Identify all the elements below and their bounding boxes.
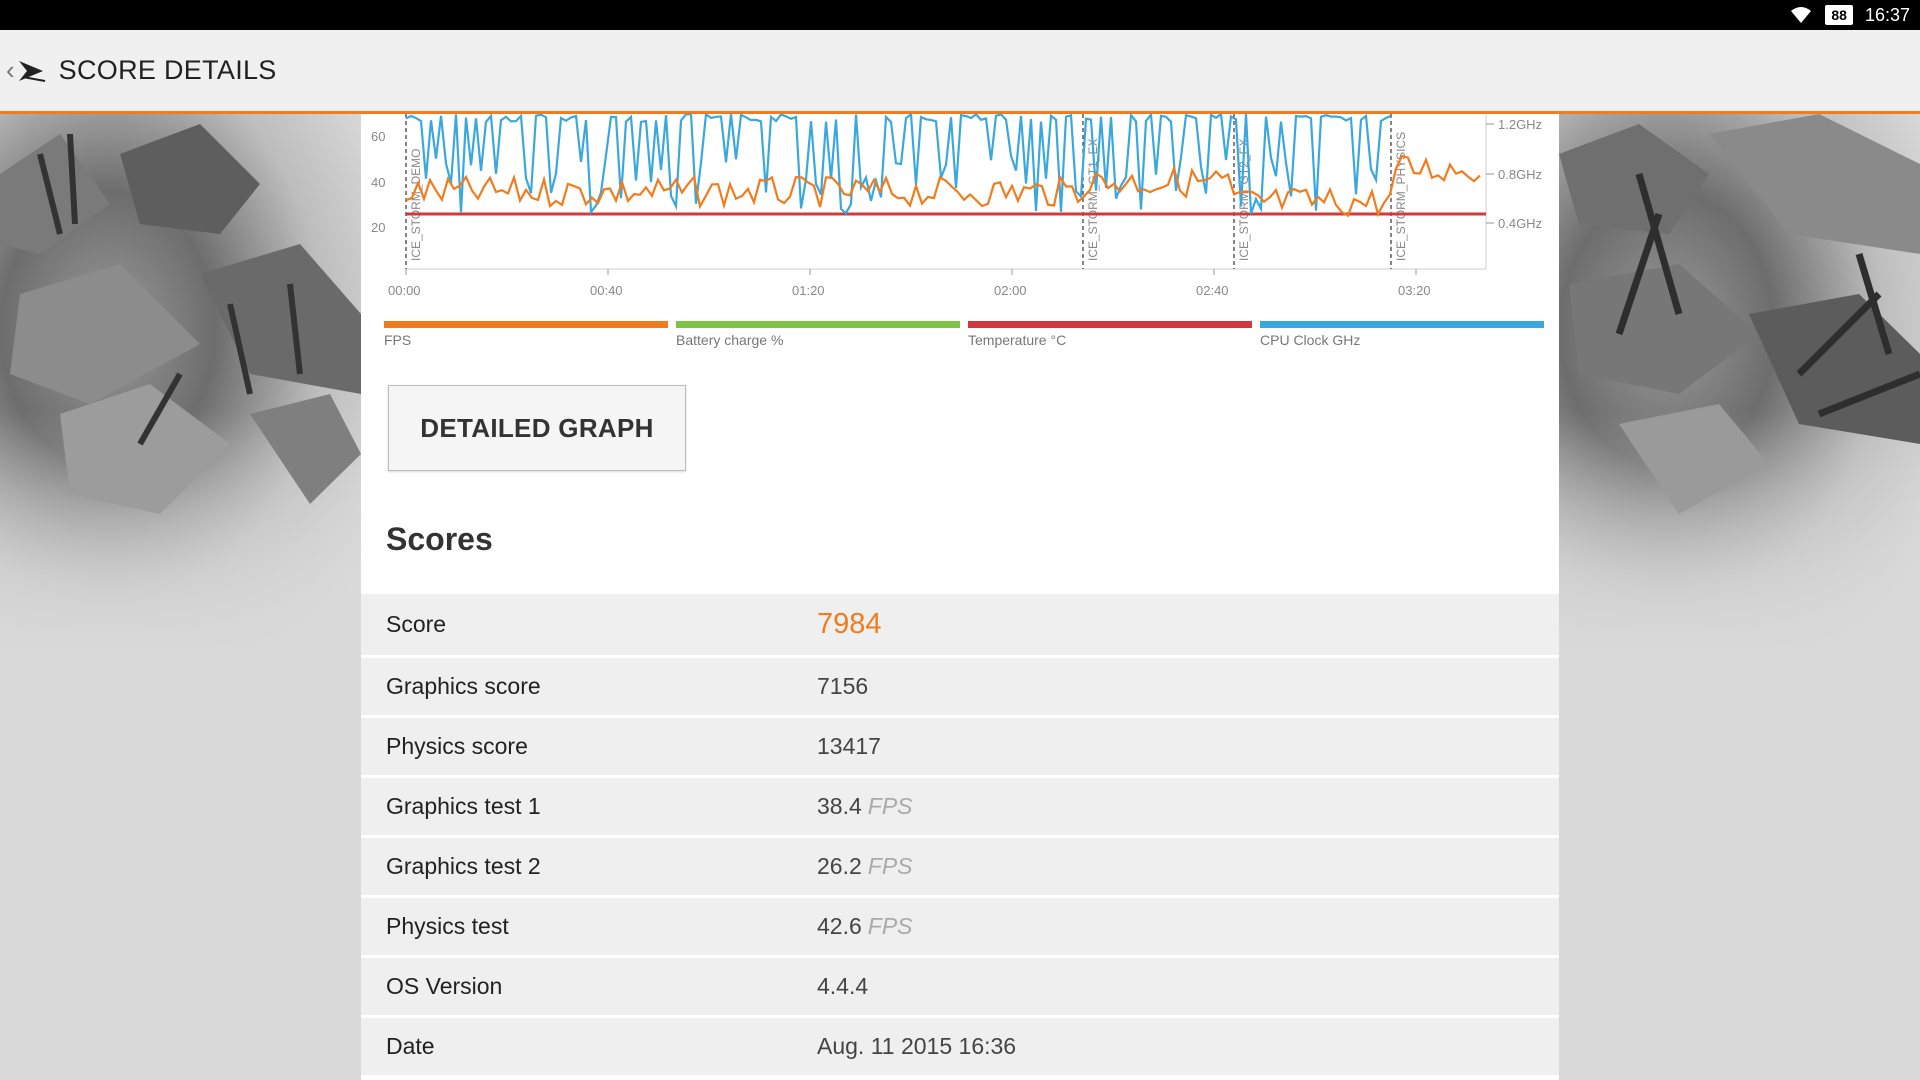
legend-item-temperature: Temperature °C [968, 321, 1252, 351]
cpu-clock-series-line [405, 111, 1392, 216]
x-tick-label: 03:20 [1398, 283, 1431, 298]
status-bar: 88 16:37 [0, 0, 1920, 30]
scores-table: Score 7984 Graphics score 7156 Physics s… [361, 591, 1559, 1075]
row-value: 38.4 [817, 793, 862, 819]
table-row: Date Aug. 11 2015 16:36 [361, 1015, 1559, 1075]
performance-chart-svg: 60 40 20 1.2GHz 0.8GHz 0.4GHz 00:00 00:40 01:20 0… [371, 111, 1542, 298]
row-unit: FPS [867, 853, 913, 879]
background-scenery-right [1559, 114, 1920, 654]
row-label: Physics test [386, 913, 509, 939]
table-row: Graphics test 2 26.2 FPS [361, 835, 1559, 895]
legend-swatch-cpu-clock [1260, 321, 1544, 328]
performance-chart: 60 40 20 1.2GHz 0.8GHz 0.4GHz 00:00 00:40 01:20 0… [361, 111, 1559, 354]
y-tick-right-label: 1.2GHz [1498, 117, 1542, 132]
x-tick-label: 01:20 [792, 283, 825, 298]
chart-legend: FPS Battery charge % Temperature °C CPU … [384, 321, 1544, 351]
row-value: 42.6 [817, 913, 862, 939]
clock: 16:37 [1864, 4, 1910, 25]
table-row: Graphics score 7156 [361, 655, 1559, 715]
wifi-icon [1789, 6, 1813, 24]
legend-label-fps: FPS [384, 332, 412, 348]
y-tick-right-label: 0.4GHz [1498, 216, 1542, 231]
chevron-left-icon[interactable]: ‹ [6, 55, 15, 85]
legend-item-cpu-clock: CPU Clock GHz [1260, 321, 1544, 351]
row-label: Graphics score [386, 673, 541, 699]
table-row: Score 7984 [361, 591, 1559, 655]
score-details-panel: 60 40 20 1.2GHz 0.8GHz 0.4GHz 00:00 00:40 01:20 0… [361, 111, 1559, 1080]
row-label: Graphics test 1 [386, 793, 541, 819]
row-value: 7156 [817, 673, 869, 699]
row-value: 4.4.4 [817, 973, 869, 999]
detailed-graph-button[interactable]: DETAILED GRAPH [388, 385, 686, 471]
legend-label-temperature: Temperature °C [968, 332, 1067, 348]
legend-item-fps: FPS [384, 321, 668, 351]
table-row: Physics score 13417 [361, 715, 1559, 775]
legend-swatch-fps [384, 321, 668, 328]
row-label: Score [386, 611, 447, 637]
table-row: Graphics test 1 38.4 FPS [361, 775, 1559, 835]
app-bar: ‹ SCORE DETAILS [0, 30, 1920, 114]
phase-marker-label: ICE_STORM_PHYSICS [1394, 132, 1408, 261]
y-tick-label: 60 [371, 129, 385, 144]
row-label: Graphics test 2 [386, 853, 541, 879]
legend-swatch-battery [676, 321, 960, 328]
phase-marker-label: ICE_STORM_DEMO [409, 149, 423, 261]
background-scenery-left [0, 114, 361, 654]
row-value: 13417 [817, 733, 881, 759]
scores-heading: Scores [386, 521, 493, 557]
legend-label-cpu-clock: CPU Clock GHz [1260, 332, 1361, 348]
y-tick-label: 40 [371, 175, 385, 190]
table-row: OS Version 4.4.4 [361, 955, 1559, 1015]
row-value: 7984 [817, 608, 882, 640]
3dmark-logo-icon[interactable] [17, 57, 47, 85]
x-tick-label: 00:40 [590, 283, 623, 298]
y-tick-label: 20 [371, 220, 385, 235]
row-unit: FPS [867, 793, 913, 819]
table-row: Physics test 42.6 FPS [361, 895, 1559, 955]
x-tick-label: 02:00 [994, 283, 1027, 298]
x-tick-label: 02:40 [1196, 283, 1229, 298]
row-value: 26.2 [817, 853, 862, 879]
page-title: SCORE DETAILS [58, 55, 277, 85]
row-label: OS Version [386, 973, 503, 999]
phase-marker-label: ICE_STORM_GT2_EX [1237, 139, 1251, 261]
x-tick-label: 00:00 [388, 283, 421, 298]
row-value: Aug. 11 2015 16:36 [817, 1033, 1017, 1059]
row-label: Date [386, 1033, 435, 1059]
row-label: Physics score [386, 733, 528, 759]
legend-swatch-temperature [968, 321, 1252, 328]
legend-label-battery: Battery charge % [676, 332, 784, 348]
battery-indicator: 88 [1825, 5, 1853, 25]
row-unit: FPS [867, 913, 913, 939]
y-tick-right-label: 0.8GHz [1498, 167, 1542, 182]
fps-series-line [405, 154, 1481, 218]
legend-item-battery: Battery charge % [676, 321, 960, 351]
